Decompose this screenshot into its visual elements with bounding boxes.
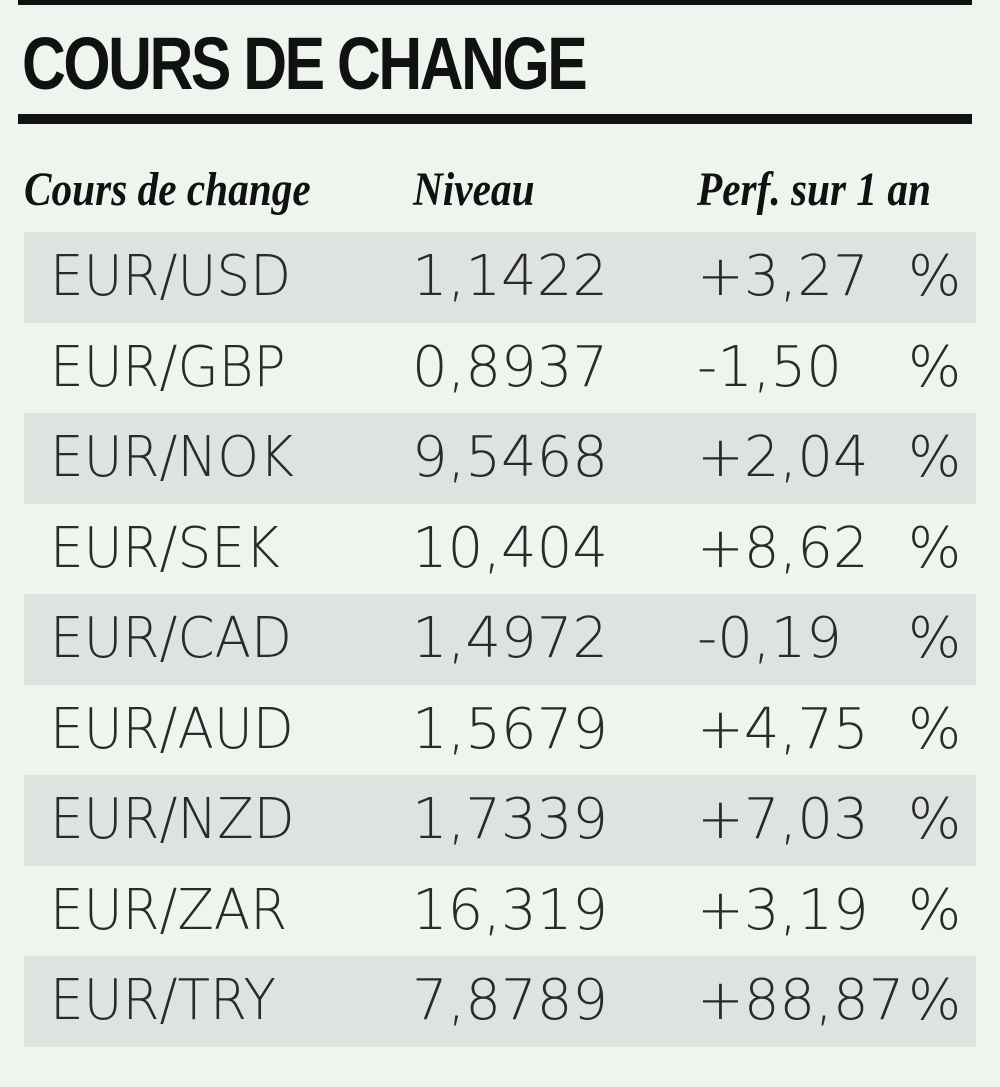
percent-cell: % bbox=[908, 877, 962, 943]
level-cell: 16,319 bbox=[412, 877, 608, 943]
table-row: EUR/SEK 10,404 +8,62 % bbox=[24, 504, 976, 595]
pair-cell: EUR/CAD bbox=[50, 606, 292, 671]
percent-cell: % bbox=[908, 606, 962, 671]
table-row: EUR/TRY 7,8789 +88,87 % bbox=[24, 956, 976, 1047]
percent-cell: % bbox=[908, 334, 962, 400]
perf-cell: -1,50 bbox=[697, 334, 842, 400]
header-pair: Cours de change bbox=[24, 163, 311, 216]
table-row: EUR/ZAR 16,319 +3,19 % bbox=[24, 866, 976, 957]
perf-cell: +4,75 bbox=[697, 696, 869, 762]
level-cell: 7,8789 bbox=[412, 968, 608, 1033]
perf-cell: +3,27 bbox=[697, 244, 869, 309]
level-cell: 1,4972 bbox=[412, 606, 608, 671]
header-perf: Perf. sur 1 an bbox=[697, 163, 931, 216]
table-row: EUR/AUD 1,5679 +4,75 % bbox=[24, 685, 976, 776]
table-row: EUR/USD 1,1422 +3,27 % bbox=[24, 232, 976, 323]
perf-cell: +8,62 bbox=[697, 515, 869, 581]
level-cell: 10,404 bbox=[412, 515, 608, 581]
percent-cell: % bbox=[908, 968, 962, 1033]
perf-cell: -0,19 bbox=[697, 606, 842, 671]
level-cell: 0,8937 bbox=[412, 334, 608, 400]
table-row: EUR/NOK 9,5468 +2,04 % bbox=[24, 413, 976, 504]
percent-cell: % bbox=[908, 696, 962, 762]
table-row: EUR/CAD 1,4972 -0,19 % bbox=[24, 594, 976, 685]
level-cell: 1,7339 bbox=[412, 787, 608, 852]
perf-cell: +88,87 bbox=[697, 968, 905, 1033]
pair-cell: EUR/TRY bbox=[50, 968, 276, 1033]
table-row: EUR/NZD 1,7339 +7,03 % bbox=[24, 775, 976, 866]
table-row: EUR/GBP 0,8937 -1,50 % bbox=[24, 323, 976, 414]
perf-cell: +3,19 bbox=[697, 877, 869, 943]
percent-cell: % bbox=[908, 515, 962, 581]
perf-cell: +7,03 bbox=[697, 787, 869, 852]
page-title: COURS DE CHANGE bbox=[22, 22, 588, 105]
title-rule bbox=[18, 114, 972, 124]
pair-cell: EUR/SEK bbox=[50, 515, 280, 581]
level-cell: 1,5679 bbox=[412, 696, 608, 762]
table-header: Cours de change Niveau Perf. sur 1 an bbox=[0, 155, 1000, 225]
top-rule bbox=[18, 0, 972, 5]
pair-cell: EUR/NZD bbox=[50, 787, 295, 852]
percent-cell: % bbox=[908, 787, 962, 852]
exchange-rate-table: EUR/USD 1,1422 +3,27 % EUR/GBP 0,8937 -1… bbox=[24, 232, 976, 1047]
pair-cell: EUR/NOK bbox=[50, 425, 295, 490]
perf-cell: +2,04 bbox=[697, 425, 869, 490]
level-cell: 9,5468 bbox=[412, 425, 608, 490]
level-cell: 1,1422 bbox=[412, 244, 608, 309]
pair-cell: EUR/GBP bbox=[50, 334, 286, 400]
pair-cell: EUR/USD bbox=[50, 244, 292, 309]
pair-cell: EUR/AUD bbox=[50, 696, 294, 762]
percent-cell: % bbox=[908, 244, 962, 309]
pair-cell: EUR/ZAR bbox=[50, 877, 288, 943]
percent-cell: % bbox=[908, 425, 962, 490]
header-level: Niveau bbox=[413, 163, 535, 216]
